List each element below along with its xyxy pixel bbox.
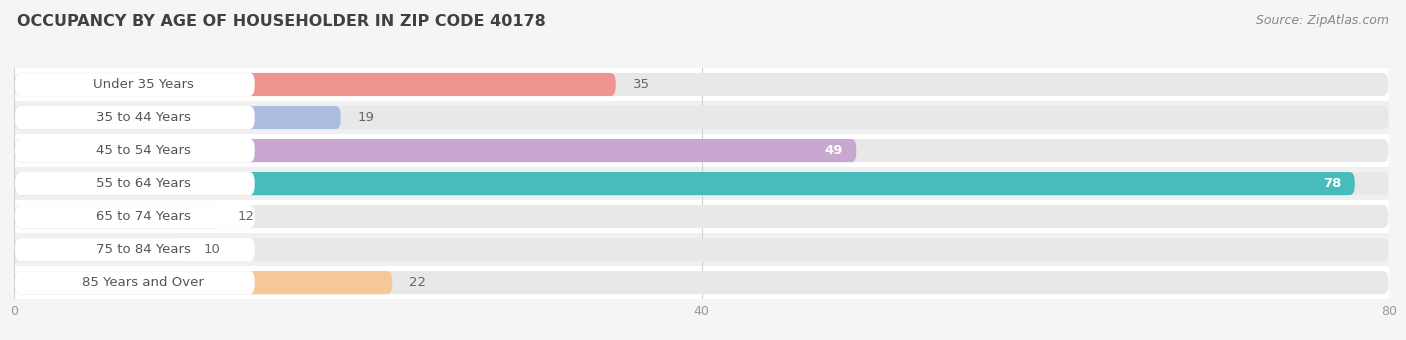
- Text: 19: 19: [357, 111, 375, 124]
- FancyBboxPatch shape: [15, 73, 1388, 96]
- FancyBboxPatch shape: [15, 172, 1355, 195]
- FancyBboxPatch shape: [15, 271, 1388, 294]
- Bar: [14, 167, 1389, 200]
- FancyBboxPatch shape: [15, 139, 254, 162]
- Text: Source: ZipAtlas.com: Source: ZipAtlas.com: [1256, 14, 1389, 27]
- FancyBboxPatch shape: [15, 172, 1388, 195]
- Text: 55 to 64 Years: 55 to 64 Years: [96, 177, 190, 190]
- Bar: [14, 101, 1389, 134]
- Bar: [14, 68, 1389, 101]
- FancyBboxPatch shape: [15, 271, 392, 294]
- FancyBboxPatch shape: [15, 172, 254, 195]
- Bar: [14, 134, 1389, 167]
- FancyBboxPatch shape: [15, 73, 254, 96]
- Text: OCCUPANCY BY AGE OF HOUSEHOLDER IN ZIP CODE 40178: OCCUPANCY BY AGE OF HOUSEHOLDER IN ZIP C…: [17, 14, 546, 29]
- Text: 65 to 74 Years: 65 to 74 Years: [96, 210, 190, 223]
- FancyBboxPatch shape: [15, 106, 340, 129]
- Text: 49: 49: [824, 144, 842, 157]
- FancyBboxPatch shape: [15, 139, 1388, 162]
- FancyBboxPatch shape: [15, 238, 186, 261]
- Text: 35 to 44 Years: 35 to 44 Years: [96, 111, 190, 124]
- Bar: [14, 266, 1389, 299]
- Text: 35: 35: [633, 78, 650, 91]
- Text: 10: 10: [202, 243, 219, 256]
- FancyBboxPatch shape: [15, 205, 254, 228]
- FancyBboxPatch shape: [15, 106, 254, 129]
- Text: 22: 22: [409, 276, 426, 289]
- Text: 85 Years and Over: 85 Years and Over: [82, 276, 204, 289]
- Text: Under 35 Years: Under 35 Years: [93, 78, 194, 91]
- FancyBboxPatch shape: [15, 106, 1388, 129]
- FancyBboxPatch shape: [15, 238, 1388, 261]
- Text: 12: 12: [238, 210, 254, 223]
- Text: 78: 78: [1323, 177, 1341, 190]
- FancyBboxPatch shape: [15, 271, 254, 294]
- FancyBboxPatch shape: [15, 139, 856, 162]
- FancyBboxPatch shape: [15, 238, 254, 261]
- Bar: [14, 200, 1389, 233]
- Bar: [14, 233, 1389, 266]
- FancyBboxPatch shape: [15, 73, 616, 96]
- FancyBboxPatch shape: [15, 205, 1388, 228]
- Text: 45 to 54 Years: 45 to 54 Years: [96, 144, 190, 157]
- FancyBboxPatch shape: [15, 205, 221, 228]
- Text: 75 to 84 Years: 75 to 84 Years: [96, 243, 190, 256]
